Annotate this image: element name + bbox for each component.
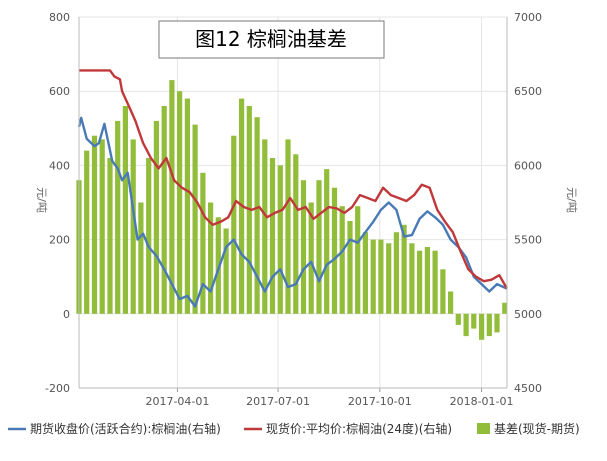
right-tick-label: 6000 [514, 159, 542, 172]
basis-bar [153, 120, 159, 314]
basis-bar [115, 120, 121, 314]
right-tick-label: 6500 [514, 85, 542, 98]
basis-bars [76, 80, 508, 340]
basis-bar [494, 313, 500, 333]
right-tick-label: 5500 [514, 234, 542, 247]
futures-price-line [77, 116, 508, 308]
basis-bar [293, 154, 299, 314]
left-tick-label: 0 [63, 308, 70, 321]
basis-bar [463, 313, 469, 337]
x-tick-label: 2017-04-01 [145, 395, 209, 408]
basis-bar [331, 187, 338, 314]
basis-bar [440, 269, 446, 314]
basis-bar [184, 98, 190, 314]
basis-bar [362, 232, 368, 314]
legend: 期货收盘价(活跃合约):棕榈油(右轴) 现货价:平均价:棕榈油(24度)(右轴) 基… [8, 421, 580, 436]
right-tick-label: 7000 [514, 11, 542, 24]
basis-bar [169, 80, 175, 314]
basis-bar [370, 239, 376, 314]
left-axis-label: 元/吨 [35, 187, 48, 213]
basis-bar [107, 158, 113, 314]
basis-bar [424, 247, 430, 314]
basis-bar [393, 232, 399, 314]
basis-bar [277, 165, 283, 314]
basis-bar [502, 302, 508, 314]
basis-bar [146, 158, 152, 314]
basis-bar [269, 158, 276, 314]
basis-bar [262, 139, 268, 314]
left-tick-label: 200 [49, 234, 70, 247]
right-axis-label: 元/吨 [565, 187, 578, 213]
basis-bar [285, 139, 291, 314]
basis-bar [200, 172, 206, 314]
basis-bar [417, 250, 423, 314]
basis-bar [486, 313, 492, 337]
price-lines [77, 69, 509, 308]
legend-basis-label: 基差(现货-期货) [494, 421, 580, 436]
basis-bar [254, 117, 260, 314]
x-tick-label: 2017-10-01 [348, 395, 412, 408]
basis-bar [223, 228, 229, 314]
basis-bar [122, 106, 128, 314]
basis-bar [324, 169, 330, 314]
legend-basis-swatch [477, 423, 490, 434]
basis-bar [378, 239, 384, 314]
basis-bar [432, 250, 438, 314]
basis-bar [386, 243, 392, 314]
left-tick-label: 600 [49, 85, 70, 98]
title-box: 图12 棕榈油基差 [158, 20, 385, 59]
x-tick-label: 2017-07-01 [246, 395, 310, 408]
spot-price-line [79, 69, 509, 290]
title-frame [158, 20, 385, 59]
left-tick-label: 400 [49, 159, 70, 172]
basis-bar [161, 106, 167, 314]
legend-futures-label: 期货收盘价(活跃合约):棕榈油(右轴) [30, 421, 221, 436]
basis-bar [177, 91, 183, 314]
basis-bar [308, 202, 314, 314]
basis-bar [455, 313, 461, 325]
basis-bar [339, 206, 345, 314]
basis-bar [138, 202, 144, 314]
axes: -200 0 200 400 600 800 4500 5000 5500 6000 6500 700… [45, 11, 542, 408]
basis-bar [99, 139, 105, 314]
basis-bar [347, 221, 353, 314]
basis-bar [231, 135, 237, 314]
x-tick-label: 2018-01-01 [450, 395, 514, 408]
right-tick-label: 4500 [514, 382, 542, 395]
basis-bar [409, 243, 415, 314]
basis-bar [84, 150, 90, 314]
basis-bar [448, 291, 454, 314]
basis-bar [355, 206, 361, 314]
basis-bar [130, 139, 136, 314]
basis-bar [471, 313, 477, 329]
left-tick-label: -200 [45, 382, 70, 395]
basis-bar [208, 202, 214, 314]
basis-bar [215, 217, 221, 314]
left-tick-label: 800 [49, 11, 70, 24]
basis-bar [91, 135, 98, 314]
basis-bar [192, 124, 198, 314]
basis-bar [300, 180, 307, 314]
right-tick-label: 5000 [514, 308, 542, 321]
basis-bar [401, 224, 407, 314]
basis-bar [316, 180, 322, 314]
basis-bar [479, 313, 485, 340]
legend-spot-label: 现货价:平均价:棕榈油(24度)(右轴) [266, 421, 452, 436]
chart-title: 图12 棕榈油基差 [195, 27, 347, 51]
